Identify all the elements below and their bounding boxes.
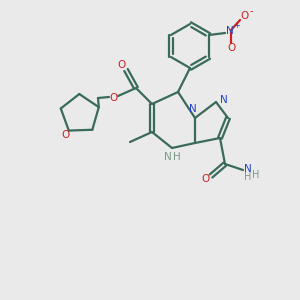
Text: H: H	[244, 172, 252, 182]
Text: N: N	[164, 152, 172, 162]
Text: N: N	[189, 104, 197, 114]
Text: N: N	[226, 26, 234, 36]
Text: -: -	[249, 6, 253, 16]
Text: H: H	[252, 170, 260, 180]
Text: O: O	[202, 174, 210, 184]
Text: +: +	[234, 20, 241, 29]
Text: O: O	[227, 43, 235, 53]
Text: H: H	[173, 152, 181, 162]
Text: O: O	[240, 11, 248, 21]
Text: O: O	[109, 93, 117, 103]
Text: O: O	[62, 130, 70, 140]
Text: N: N	[220, 95, 228, 105]
Text: O: O	[117, 60, 125, 70]
Text: N: N	[244, 164, 252, 174]
